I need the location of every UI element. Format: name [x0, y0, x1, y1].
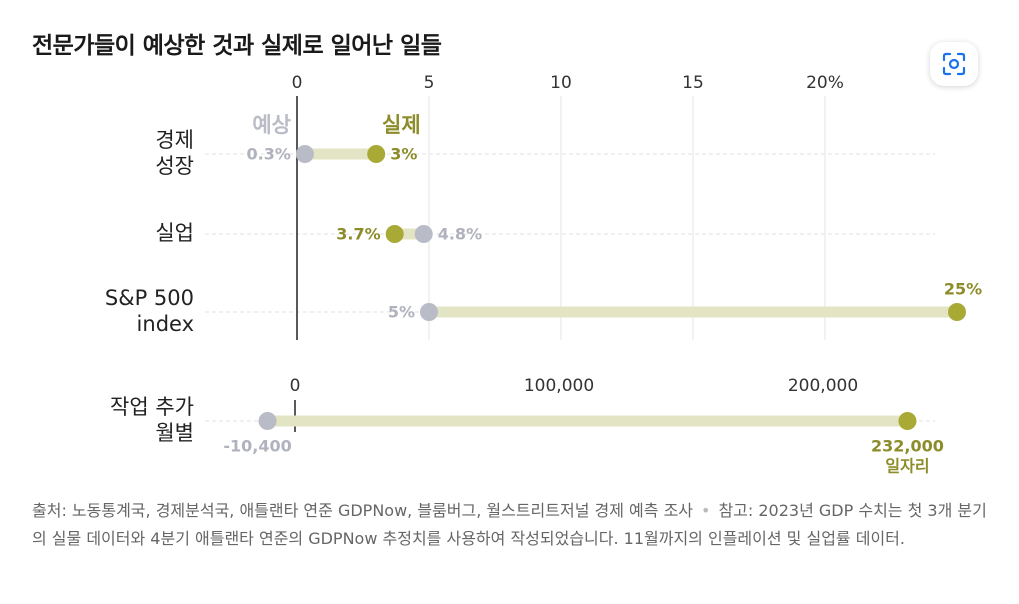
expected-dot [420, 303, 438, 321]
legend-expected: 예상 [252, 113, 291, 137]
x-tick-label: 200,000 [788, 376, 858, 396]
separator-dot: • [701, 501, 711, 520]
legend-actual: 실제 [382, 113, 421, 137]
actual-dot [367, 145, 386, 163]
expected-value-label: 0.3% [247, 145, 291, 164]
actual-dot [898, 412, 917, 430]
row-label: S&P 500 [105, 286, 194, 310]
source-text: 출처: 노동통계국, 경제분석국, 애틀랜타 연준 GDPNow, 블룸버그, … [32, 501, 694, 520]
row-label: 실업 [155, 221, 194, 245]
expected-value-label: -10,400 [223, 437, 291, 456]
actual-value-label: 3% [390, 145, 417, 164]
row-label: 경제 [155, 128, 194, 152]
actual-value-unit: 일자리 [885, 457, 929, 476]
chart-title: 전문가들이 예상한 것과 실제로 일어난 일들 [32, 33, 442, 59]
actual-dot [948, 303, 966, 321]
x-tick-label: 5 [424, 73, 435, 93]
x-tick-label: 15 [682, 73, 704, 93]
actual-dot [385, 225, 404, 243]
expected-dot [258, 412, 277, 430]
row-label: 성장 [155, 154, 194, 178]
expected-dot [414, 225, 433, 243]
expected-dot [295, 145, 314, 163]
lens-scan-icon [942, 52, 966, 76]
x-tick-label: 0 [292, 73, 303, 93]
source-note: 출처: 노동통계국, 경제분석국, 애틀랜타 연준 GDPNow, 블룸버그, … [32, 497, 987, 553]
x-tick-label: 10 [550, 73, 572, 93]
expected-value-label: 5% [388, 303, 415, 322]
expected-value-label: 4.8% [438, 225, 482, 244]
row-label: 작업 추가 [110, 395, 194, 419]
actual-value-label: 25% [944, 280, 982, 299]
lens-scan-button[interactable] [930, 42, 978, 86]
note-text: 참고: 2023년 GDP 수치는 첫 3개 분기의 실물 데이터와 4분기 애… [32, 501, 987, 548]
x-tick-label: 100,000 [524, 376, 594, 396]
actual-value-label: 3.7% [336, 225, 380, 244]
x-tick-label: 0 [290, 376, 301, 396]
row-label: index [137, 312, 194, 336]
row-label: 월별 [155, 421, 194, 445]
x-tick-label: 20% [806, 73, 844, 93]
actual-value-label: 232,000 [871, 437, 944, 456]
